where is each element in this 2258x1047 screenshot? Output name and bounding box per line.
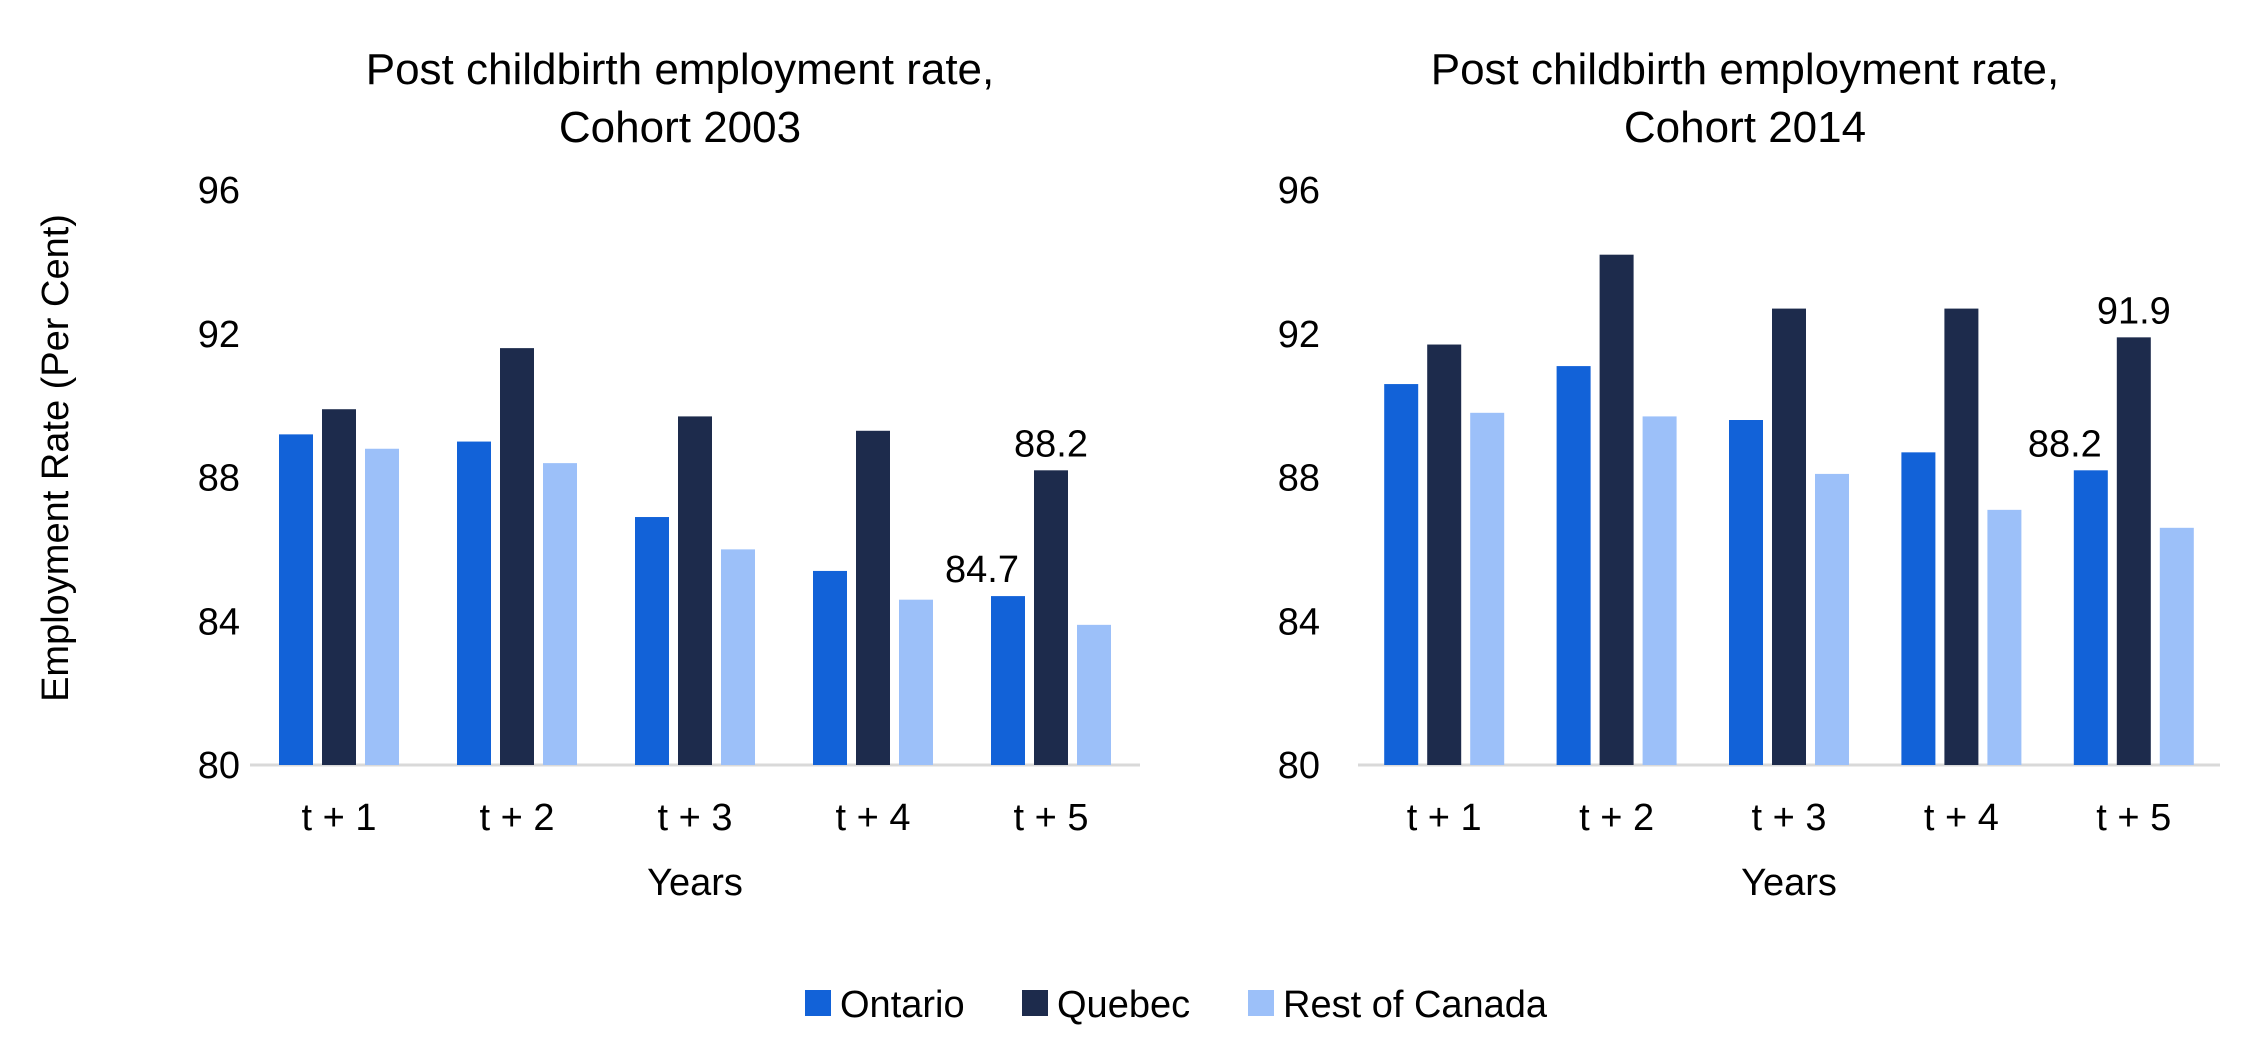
chart-title-line-2: Cohort 2014	[1624, 103, 1866, 152]
bar-ontario	[1556, 366, 1591, 765]
chart-panel-1: Post childbirth employment rate, Cohort 2…	[198, 45, 1140, 904]
x-tick-label: t + 1	[1407, 797, 1482, 839]
bar-quebec	[500, 348, 534, 765]
legend-label: Rest of Canada	[1283, 984, 1548, 1026]
bar-quebec	[1034, 470, 1068, 765]
bar-quebec	[1772, 308, 1806, 765]
x-tick-label: t + 4	[836, 797, 911, 839]
bar-quebec	[856, 430, 890, 765]
bar-rest-of-canada	[1815, 473, 1849, 765]
y-tick-label: 92	[198, 314, 240, 356]
bar-rest-of-canada	[899, 599, 933, 765]
legend: Ontario Quebec Rest of Canada	[805, 984, 1548, 1026]
y-axis-title: Employment Rate (Per Cent)	[35, 214, 77, 702]
x-axis-title: Years	[1741, 862, 1837, 904]
legend-label: Quebec	[1057, 984, 1190, 1026]
y-tick-label: 88	[1278, 458, 1320, 500]
bar-quebec	[1599, 254, 1634, 765]
y-tick-label: 88	[198, 458, 240, 500]
y-tick-label: 96	[1278, 170, 1320, 212]
bar-rest-of-canada	[1642, 416, 1677, 765]
x-tick-label: t + 3	[1752, 797, 1827, 839]
y-tick-label: 92	[1278, 314, 1320, 356]
bar-ontario	[991, 596, 1025, 765]
legend-swatch-ontario	[805, 990, 831, 1016]
bar-ontario	[1729, 420, 1763, 765]
x-axis-title: Years	[647, 862, 743, 904]
data-label: 84.7	[945, 549, 1019, 591]
bar-rest-of-canada	[543, 463, 577, 765]
data-label: 88.2	[1014, 423, 1088, 465]
bar-quebec	[2116, 337, 2151, 765]
x-tick-label: t + 1	[302, 797, 377, 839]
y-tick-label: 80	[1278, 745, 1320, 787]
bar-rest-of-canada	[1077, 624, 1111, 765]
y-tick-label: 80	[198, 745, 240, 787]
chart-panel-2: Post childbirth employment rate, Cohort 2…	[1278, 45, 2220, 904]
x-tick-label: t + 5	[2096, 797, 2171, 839]
bar-ontario	[1901, 452, 1936, 765]
data-label: 88.2	[2028, 423, 2102, 465]
bar-quebec	[678, 416, 712, 765]
y-tick-label: 96	[198, 170, 240, 212]
x-tick-label: t + 2	[480, 797, 555, 839]
x-tick-label: t + 4	[1924, 797, 1999, 839]
bar-rest-of-canada	[1987, 509, 2022, 765]
bar-ontario	[813, 570, 847, 765]
x-tick-label: t + 2	[1579, 797, 1654, 839]
bar-quebec	[1944, 308, 1979, 765]
bar-quebec	[322, 409, 356, 765]
chart-title-line-1: Post childbirth employment rate,	[366, 45, 995, 94]
bar-rest-of-canada	[721, 549, 755, 765]
bar-rest-of-canada	[1470, 412, 1505, 765]
chart-title-line-2: Cohort 2003	[559, 103, 801, 152]
chart-title-line-1: Post childbirth employment rate,	[1431, 45, 2060, 94]
bar-rest-of-canada	[365, 448, 399, 765]
y-tick-label: 84	[198, 601, 240, 643]
bar-quebec	[1427, 344, 1462, 765]
y-tick-label: 84	[1278, 601, 1320, 643]
bar-ontario	[2073, 470, 2108, 765]
legend-swatch-quebec	[1022, 990, 1048, 1016]
x-tick-label: t + 5	[1014, 797, 1089, 839]
bar-ontario	[635, 517, 669, 765]
legend-label: Ontario	[840, 984, 965, 1026]
bar-rest-of-canada	[2159, 527, 2194, 765]
bar-ontario	[457, 441, 491, 765]
bar-ontario	[1384, 384, 1419, 765]
legend-swatch-rest-of-canada	[1248, 990, 1274, 1016]
bar-ontario	[279, 434, 313, 765]
data-label: 91.9	[2097, 290, 2171, 332]
x-tick-label: t + 3	[658, 797, 733, 839]
